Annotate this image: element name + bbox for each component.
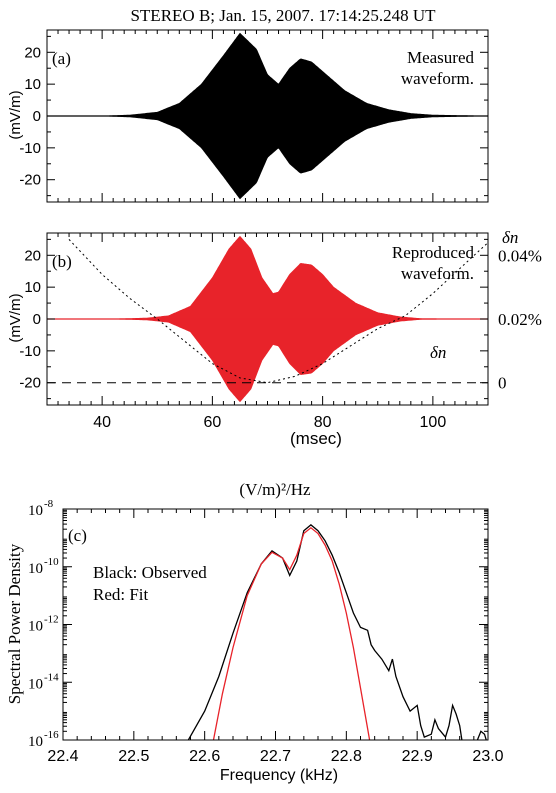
y-tick-label: 20 [24, 247, 41, 264]
y-tick-label: -20 [19, 375, 41, 392]
y-tick-label: 10 [28, 561, 43, 577]
series-observed [187, 524, 487, 740]
y-tick-label: 10 [28, 676, 43, 692]
panel-b-annotation-line1: Reproduced [392, 243, 475, 262]
panel-c-xticklabels: 22.4 22.5 22.6 22.7 22.8 22.9 23.0 [47, 748, 503, 765]
panel-b-right-axis-label: δn [502, 228, 518, 247]
panel-b-label: (b) [52, 252, 72, 271]
panel-c-label: (c) [68, 526, 87, 545]
panel-a-ticks [46, 30, 489, 202]
y-tick-label: -10 [19, 140, 41, 157]
panel-a-ylabel: (mV/m) [7, 90, 24, 139]
panel-a-frame [46, 29, 489, 203]
y-tick-label: 10 [28, 619, 43, 635]
right-axis-tick-label: 0.04% [498, 246, 542, 265]
y-tick-label: 10 [24, 76, 41, 93]
panel-c-frame [62, 508, 489, 741]
y-tick-exponent: -10 [44, 556, 59, 568]
y-tick-label: 10 [28, 734, 43, 750]
y-tick-exponent: -14 [44, 671, 59, 683]
y-tick-label: -10 [19, 343, 41, 360]
panel-b-data [47, 235, 488, 403]
panel-a-label: (a) [52, 49, 71, 68]
y-tick-label: 0 [33, 108, 41, 125]
panel-b-yticklabels: 20 10 0 -10 -20 [19, 247, 41, 391]
x-tick-label: 40 [93, 414, 111, 431]
panel-a-data [47, 32, 488, 200]
x-tick-label: 23.0 [472, 748, 503, 765]
x-tick-label: 22.4 [47, 748, 78, 765]
panel-b-xticklabels: 40 60 80 100 [93, 414, 446, 431]
x-tick-label: 100 [420, 414, 447, 431]
x-tick-label: 22.5 [118, 748, 149, 765]
x-tick-label: 60 [203, 414, 221, 431]
x-tick-label: 22.7 [260, 748, 291, 765]
panel-c-legend-observed: Black: Observed [93, 563, 207, 582]
x-tick-label: 22.8 [331, 748, 362, 765]
y-tick-label: 0 [33, 311, 41, 328]
x-tick-label: 22.9 [402, 748, 433, 765]
panel-a: 20 10 0 -10 -20 (a) Measured waveform. (mV/m… [7, 29, 489, 203]
panel-b-ylabel: (mV/m) [7, 293, 24, 342]
panel-b-annotation-line2: waveform. [401, 264, 474, 283]
y-tick-label: 10 [28, 503, 43, 519]
dn-curve [68, 239, 489, 384]
y-tick-label: -20 [19, 172, 41, 189]
panel-b-xlabel: (msec) [290, 429, 342, 448]
right-axis-tick-label: 0 [498, 374, 507, 393]
panel-c-ylabel: Spectral Power Density [5, 543, 24, 704]
x-tick-label: 22.6 [189, 748, 220, 765]
panel-c-legend-fit: Red: Fit [93, 585, 149, 604]
panel-b-frame [46, 232, 489, 406]
figure-title: STEREO B; Jan. 15, 2007. 17:14:25.248 UT [130, 6, 436, 25]
panel-a-yticklabels: 20 10 0 -10 -20 [19, 44, 41, 188]
y-tick-label: 10 [24, 279, 41, 296]
panel-a-annotation-line2: waveform. [401, 69, 474, 88]
y-tick-exponent: -16 [44, 729, 59, 741]
panel-c-series [187, 524, 487, 740]
panel-b-dn-curve-label: δn [430, 343, 446, 362]
y-tick-exponent: -12 [44, 614, 59, 626]
x-tick-label: 80 [314, 414, 332, 431]
panel-c-plot-area [187, 524, 487, 740]
y-tick-label: 20 [24, 44, 41, 61]
panel-a-annotation-line1: Measured [407, 48, 475, 67]
panel-b-right-ticklabels: 0.04% 0.02% 0 [498, 246, 542, 392]
panel-c-title: (V/m)²/Hz [239, 480, 311, 499]
panel-b-dn-curve [47, 239, 489, 384]
y-tick-exponent: -8 [44, 498, 54, 510]
right-axis-tick-label: 0.02% [498, 310, 542, 329]
series-fit [212, 526, 371, 740]
panel-c-xlabel: Frequency (kHz) [220, 767, 338, 784]
